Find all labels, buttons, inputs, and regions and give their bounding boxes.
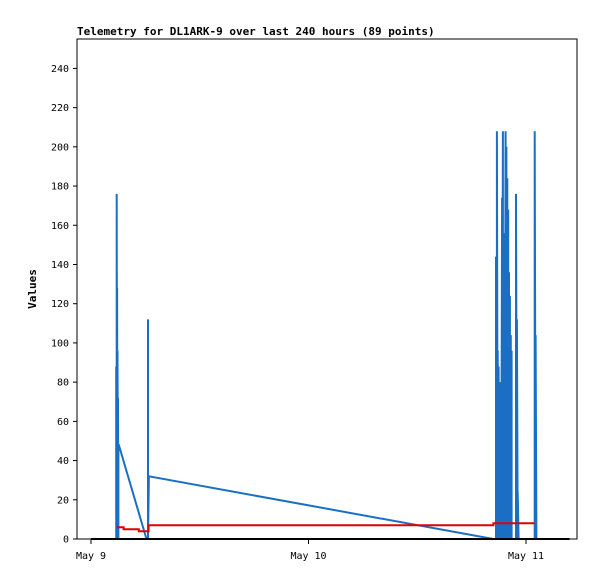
x-tick-label: May 11 [508, 551, 544, 562]
chart-title: Telemetry for DL1ARK-9 over last 240 hou… [77, 25, 435, 38]
y-tick-label: 140 [51, 260, 69, 271]
y-tick-label: 40 [57, 456, 69, 467]
y-tick-label: 220 [51, 103, 69, 114]
y-tick-label: 180 [51, 182, 69, 193]
y-tick-label: 160 [51, 221, 69, 232]
y-tick-label: 20 [57, 495, 69, 506]
plot-area [76, 38, 578, 540]
y-tick-label: 200 [51, 142, 69, 153]
y-tick-label: 80 [57, 378, 69, 389]
x-tick-label: May 10 [290, 551, 326, 562]
y-tick-label: 120 [51, 299, 69, 310]
x-axis: May 9 May 10 May 11 [76, 539, 544, 562]
series-line-1 [115, 131, 538, 540]
y-axis-label: Values [26, 269, 39, 309]
y-tick-label: 0 [63, 535, 69, 546]
y-axis: 0 20 40 60 80 100 120 140 160 180 200 220 240 [51, 64, 77, 546]
x-tick-label: May 9 [76, 551, 106, 562]
y-tick-label: 100 [51, 338, 69, 349]
series-line-2 [116, 522, 535, 533]
y-tick-label: 240 [51, 64, 69, 75]
series-layer [91, 131, 570, 540]
y-tick-label: 60 [57, 417, 69, 428]
